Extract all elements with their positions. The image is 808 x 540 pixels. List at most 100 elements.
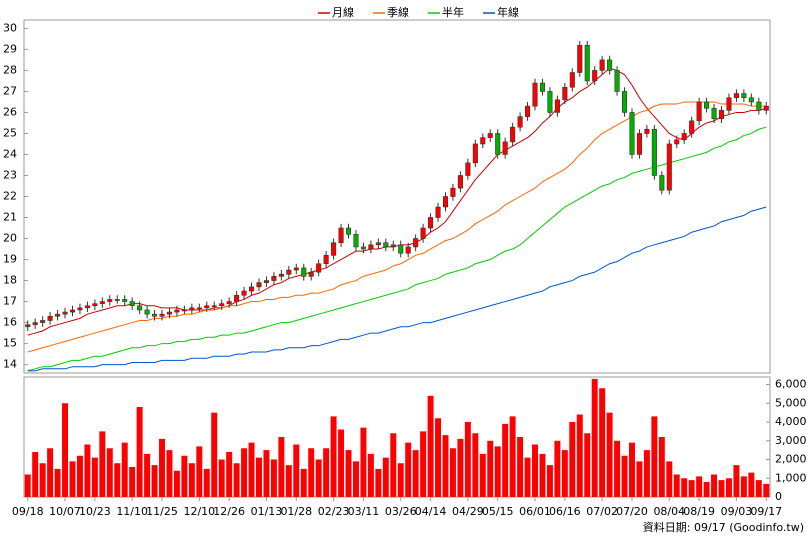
volume-bar <box>300 468 307 497</box>
candle-body <box>84 305 90 309</box>
candle-body <box>651 128 657 176</box>
candle-body <box>674 139 680 145</box>
volume-bar <box>509 416 516 497</box>
candle-body <box>323 255 329 265</box>
volume-bar <box>599 388 606 497</box>
volume-bar <box>539 453 546 497</box>
volume-bar <box>494 446 501 497</box>
volume-bar <box>211 412 218 497</box>
volume-bar <box>54 468 61 497</box>
y-tick-label: 23 <box>3 168 17 181</box>
x-tick-label: 03/11 <box>348 505 380 518</box>
candle-body <box>748 97 754 103</box>
volume-bar <box>397 463 404 497</box>
volume-bar <box>763 483 770 497</box>
volume-bar <box>91 457 98 497</box>
volume-bar <box>278 437 285 497</box>
volume-tick-label: 4,000 <box>775 415 807 428</box>
volume-tick-label: 3,000 <box>775 434 807 447</box>
volume-bar <box>270 459 277 497</box>
volume-bar <box>718 480 725 497</box>
legend-label: 年線 <box>497 5 519 19</box>
candle-body <box>204 305 210 309</box>
candle-body <box>383 242 389 248</box>
x-tick-label: 01/13 <box>251 505 283 518</box>
volume-bar <box>203 468 210 497</box>
candle-body <box>368 244 374 250</box>
x-tick-label: 05/15 <box>482 505 514 518</box>
volume-bar <box>360 427 367 497</box>
volume-bar <box>621 455 628 497</box>
volume-bar <box>606 412 613 497</box>
volume-bar <box>166 450 173 497</box>
candle-body <box>360 246 366 250</box>
volume-bar <box>323 448 330 497</box>
candle-body <box>621 91 628 113</box>
candle-body <box>219 303 225 307</box>
candle-body <box>569 72 575 88</box>
volume-bar <box>256 457 262 497</box>
candle-body <box>398 244 404 254</box>
y-tick-label: 27 <box>3 84 17 97</box>
volume-bar <box>293 444 300 497</box>
candle-body <box>726 97 732 111</box>
candle-body <box>495 133 501 155</box>
candle-body <box>47 315 53 321</box>
volume-bar <box>129 467 136 497</box>
candle-body <box>181 309 187 312</box>
volume-bar <box>427 395 434 497</box>
source-note: 資料日期: 09/17 (Goodinfo.tw) <box>643 520 804 534</box>
candle-body <box>644 128 650 134</box>
x-tick-label: 03/26 <box>385 505 417 518</box>
volume-bar <box>725 478 732 497</box>
volume-bar <box>338 429 345 497</box>
x-tick-label: 11/25 <box>146 505 178 518</box>
volume-bar <box>188 463 195 497</box>
candle-body <box>353 234 359 248</box>
x-tick-label: 04/14 <box>415 505 447 518</box>
x-tick-label: 06/16 <box>549 505 581 518</box>
volume-bar <box>173 470 180 497</box>
volume-bar <box>435 418 442 497</box>
volume-bar <box>69 461 76 497</box>
candle-body <box>480 137 486 145</box>
candle-body <box>226 301 232 304</box>
volume-bar <box>196 446 203 497</box>
candle-body <box>55 313 61 317</box>
candle-body <box>32 322 38 325</box>
candle-body <box>278 273 284 277</box>
candle-body <box>539 82 546 92</box>
candle-body <box>308 271 314 277</box>
candle-body <box>614 70 620 92</box>
candle-body <box>159 313 165 317</box>
candle-body <box>390 244 396 248</box>
volume-tick-label: 5,000 <box>775 396 807 409</box>
candle-body <box>577 44 583 73</box>
x-tick-label: 06/01 <box>519 505 551 518</box>
candle-body <box>211 305 217 308</box>
volume-bar <box>561 450 568 497</box>
volume-bar <box>345 450 352 497</box>
ma-line <box>27 126 767 372</box>
x-tick-label: 09/18 <box>12 505 44 518</box>
ma-line <box>27 67 767 336</box>
x-tick-label: 01/28 <box>280 505 312 518</box>
volume-bar <box>502 423 509 497</box>
volume-bar <box>330 416 337 497</box>
ma-line <box>27 206 767 372</box>
candle-body <box>584 44 590 82</box>
volume-bar <box>748 472 755 497</box>
candle-body <box>114 299 120 301</box>
x-tick-label: 12/10 <box>183 505 215 518</box>
y-tick-label: 18 <box>3 274 17 287</box>
candle-body <box>435 206 441 218</box>
volume-bar <box>532 444 538 497</box>
volume-bar <box>375 468 382 497</box>
candle-body <box>144 309 150 315</box>
candle-body <box>681 133 687 141</box>
volume-bar <box>711 474 718 497</box>
volume-panel <box>23 376 771 498</box>
volume-bar <box>472 433 479 497</box>
volume-bar <box>76 455 83 497</box>
candle-body <box>472 143 478 164</box>
